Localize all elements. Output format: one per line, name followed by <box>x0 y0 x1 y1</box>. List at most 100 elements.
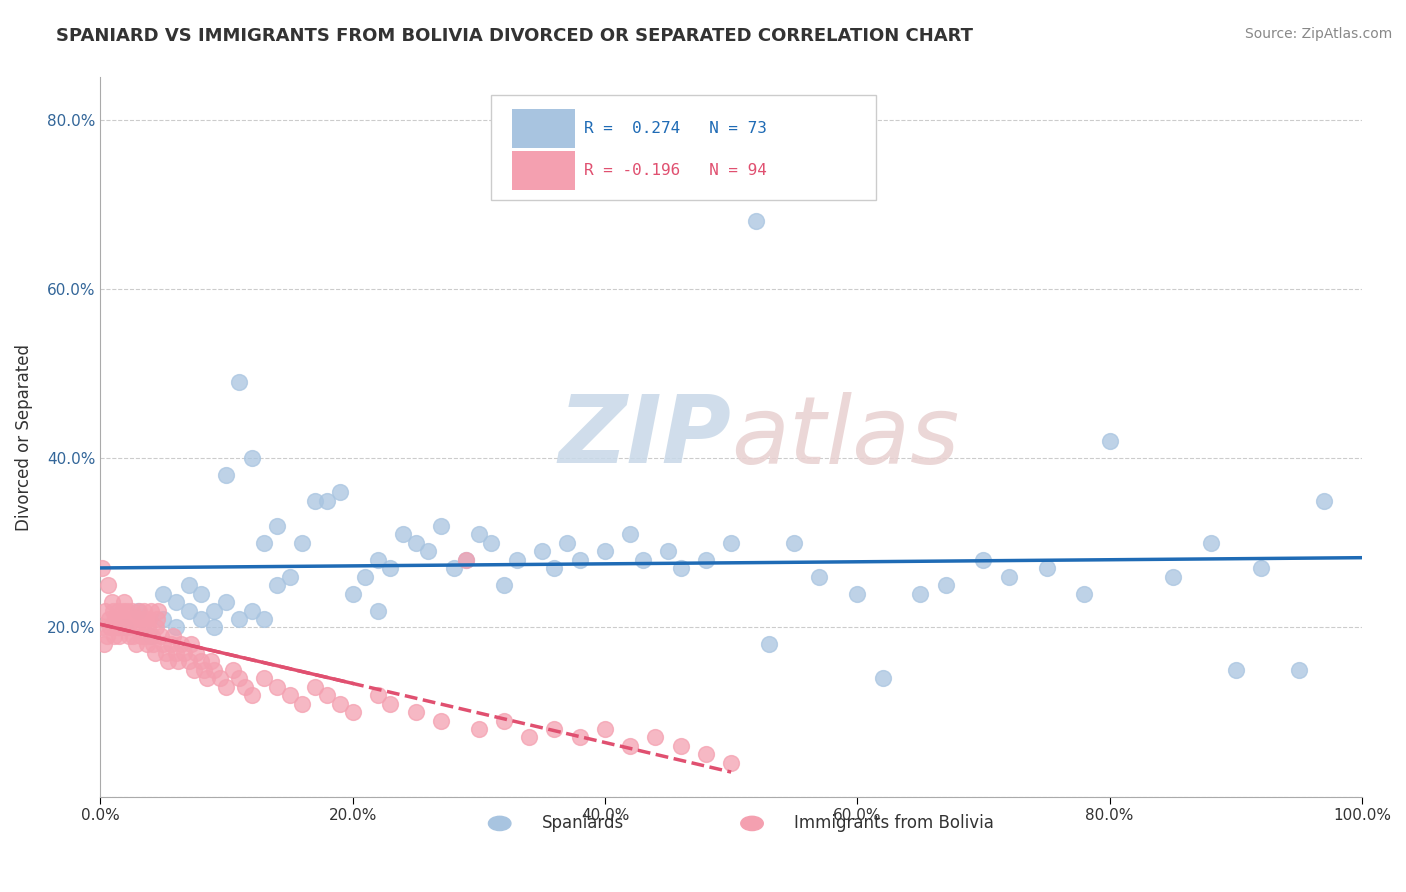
Point <box>124 620 146 634</box>
Point <box>517 731 540 745</box>
Point <box>127 603 149 617</box>
Point <box>128 603 150 617</box>
Point <box>543 561 565 575</box>
Point <box>1098 434 1121 449</box>
Point <box>115 603 138 617</box>
Point <box>131 620 153 634</box>
Point <box>107 603 129 617</box>
Text: Immigrants from Bolivia: Immigrants from Bolivia <box>794 814 994 832</box>
Point <box>167 654 190 668</box>
Point <box>197 671 219 685</box>
Point <box>202 620 225 634</box>
Point <box>430 519 453 533</box>
Point <box>1161 569 1184 583</box>
Point <box>1313 493 1336 508</box>
Point <box>619 527 641 541</box>
Point <box>129 629 152 643</box>
Point <box>456 553 478 567</box>
Point <box>149 629 172 643</box>
Point <box>139 603 162 617</box>
Point <box>132 612 155 626</box>
FancyBboxPatch shape <box>512 109 575 148</box>
Point <box>568 553 591 567</box>
Point <box>114 612 136 626</box>
Point <box>152 612 174 626</box>
Point <box>190 586 212 600</box>
Point <box>165 646 187 660</box>
Point <box>631 553 654 567</box>
Point <box>872 671 894 685</box>
Point <box>90 561 112 575</box>
Point <box>94 603 117 617</box>
Point <box>846 586 869 600</box>
Point <box>222 663 245 677</box>
Point <box>555 536 578 550</box>
Point <box>165 620 187 634</box>
Point <box>418 544 440 558</box>
Point <box>193 663 215 677</box>
Point <box>695 747 717 762</box>
Point <box>124 637 146 651</box>
Text: Source: ZipAtlas.com: Source: ZipAtlas.com <box>1244 27 1392 41</box>
Point <box>209 671 232 685</box>
Point <box>910 586 932 600</box>
Point <box>145 620 167 634</box>
Point <box>468 722 491 736</box>
Point <box>430 714 453 728</box>
Point <box>479 536 502 550</box>
Text: Spaniards: Spaniards <box>541 814 624 832</box>
Point <box>228 671 250 685</box>
Point <box>186 646 208 660</box>
Point <box>112 595 135 609</box>
Point <box>165 595 187 609</box>
Point <box>354 569 377 583</box>
Point <box>177 603 200 617</box>
Point <box>100 595 122 609</box>
Point <box>139 629 162 643</box>
Point <box>155 646 177 660</box>
Point <box>720 756 742 770</box>
Point <box>278 688 301 702</box>
Point <box>492 714 515 728</box>
Point <box>456 553 478 567</box>
Point <box>278 569 301 583</box>
Point <box>304 493 326 508</box>
Point <box>329 697 352 711</box>
Point <box>118 629 141 643</box>
Point <box>177 654 200 668</box>
Point <box>190 654 212 668</box>
Point <box>720 536 742 550</box>
Point <box>138 612 160 626</box>
Point <box>266 680 288 694</box>
Text: R = -0.196   N = 94: R = -0.196 N = 94 <box>583 162 766 178</box>
Point <box>134 603 156 617</box>
Point <box>190 612 212 626</box>
Point <box>593 544 616 558</box>
Point <box>253 671 276 685</box>
Y-axis label: Divorced or Separated: Divorced or Separated <box>15 343 32 531</box>
Point <box>142 637 165 651</box>
Point <box>101 603 124 617</box>
Point <box>143 646 166 660</box>
Point <box>644 731 666 745</box>
Point <box>127 612 149 626</box>
Point <box>329 485 352 500</box>
Point <box>202 663 225 677</box>
Point <box>405 536 427 550</box>
Point <box>110 620 132 634</box>
Point <box>240 688 263 702</box>
Point <box>367 553 389 567</box>
Point <box>392 527 415 541</box>
Point <box>136 637 159 651</box>
Point <box>492 578 515 592</box>
Point <box>98 620 121 634</box>
Point <box>111 603 134 617</box>
Point <box>669 739 692 753</box>
Point <box>783 536 806 550</box>
Point <box>215 468 238 483</box>
Point <box>316 493 339 508</box>
Point <box>505 553 527 567</box>
Point <box>266 519 288 533</box>
Point <box>619 739 641 753</box>
Point <box>136 620 159 634</box>
